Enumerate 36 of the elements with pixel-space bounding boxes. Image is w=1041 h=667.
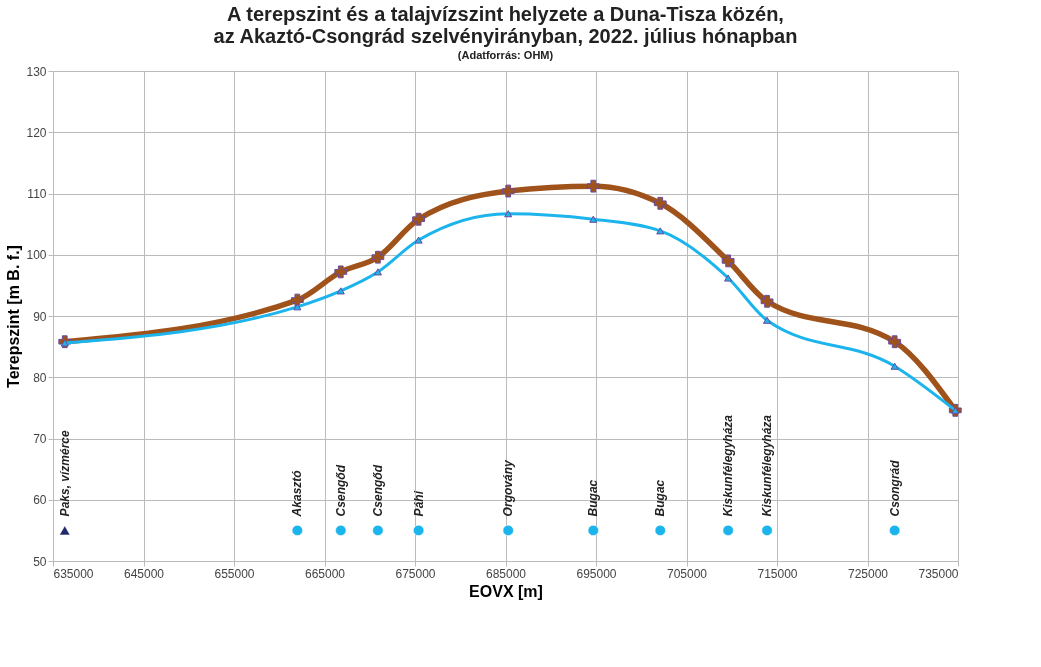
chart-subtitle: (Adatforrás: OHM) [457,49,554,61]
data-label: Akasztó [290,470,305,518]
x-tick-label: 655000 [214,566,255,581]
text: A terepszint és a talajvízszint helyzete a Duna-Tisza közén, [227,3,784,25]
data-label: Csongrád [887,459,902,517]
y-tick-label: 110 [27,187,47,201]
data-label: Kiskunfélegyháza [760,414,775,517]
data-label: Bugac [586,479,601,517]
y-tick-label: 90 [33,309,47,324]
y-tick-label: 80 [33,370,47,385]
data-label: Paks, vízmérce [57,429,72,517]
data-label: Orgovány [501,459,516,517]
data-label: Bugac [653,479,668,517]
x-tick-label: 685000 [485,566,527,581]
y-tick-label: 50 [33,554,47,569]
x-axis-title: EOVX [m] [469,582,543,600]
x-tick-label: 705000 [666,566,708,581]
x-tick-label: 645000 [123,566,165,581]
y-tick-label: 100 [26,248,47,263]
y-tick-label: 70 [33,432,47,446]
text: az Akaztó-Csongrád szelvényirányban, 2022. július hónapban [213,25,798,47]
x-tick-label: 635000 [53,566,94,581]
x-tick-label: 735000 [918,566,959,581]
x-tick-label: 695000 [576,566,617,581]
y-tick-label: 120 [26,125,47,140]
x-tick-label: 675000 [395,566,436,581]
data-label: Kiskunfélegyháza [721,414,736,517]
data-label: Páhi [411,490,426,517]
y-tick-label: 130 [26,64,47,79]
y-tick-label: 60 [33,493,47,508]
y-axis-title: Terepszint [m B. f.] [5,245,23,388]
data-label: Csengőd [370,464,385,517]
data-label: Csengőd [333,464,348,517]
x-tick-label: 665000 [304,566,346,581]
x-tick-label: 715000 [757,566,798,581]
x-tick-label: 725000 [847,566,889,581]
